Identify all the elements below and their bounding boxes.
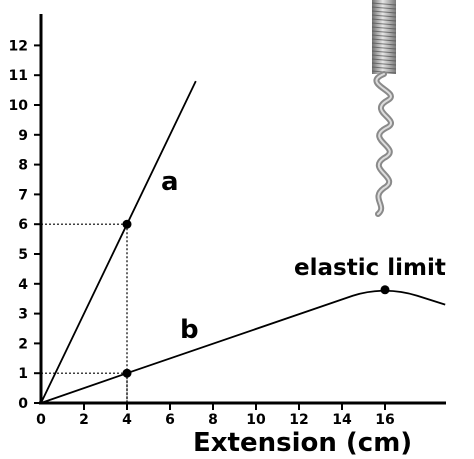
y-tick-label: 12 bbox=[9, 38, 28, 54]
y-tick-label: 9 bbox=[18, 128, 28, 144]
series-line-b bbox=[40, 289, 446, 404]
y-tick-label: 5 bbox=[18, 247, 28, 263]
annotation-elastic-limit: elastic limit bbox=[294, 255, 446, 281]
data-point-a bbox=[122, 219, 132, 229]
y-tick-label: 10 bbox=[9, 98, 29, 114]
y-tick-label: 11 bbox=[9, 68, 28, 84]
data-point-b bbox=[122, 368, 132, 378]
x-tick-label: 2 bbox=[79, 412, 89, 428]
axes bbox=[39, 14, 446, 405]
y-tick-label: 4 bbox=[18, 277, 28, 293]
y-tick-label: 1 bbox=[18, 366, 28, 382]
series-label-a: a bbox=[161, 167, 179, 197]
y-tick-label: 3 bbox=[18, 307, 28, 323]
x-tick-label: 14 bbox=[332, 412, 352, 428]
y-tick-label: 2 bbox=[18, 336, 28, 352]
series-line-a bbox=[40, 80, 197, 404]
y-tick-label: 6 bbox=[18, 217, 28, 233]
x-tick-label: 10 bbox=[246, 412, 266, 428]
x-tick-label: 6 bbox=[165, 412, 175, 428]
spring-icon bbox=[371, 0, 397, 217]
x-tick-label: 8 bbox=[208, 412, 218, 428]
x-tick-label: 12 bbox=[289, 412, 308, 428]
y-tick-label: 0 bbox=[18, 396, 28, 412]
data-points bbox=[122, 219, 390, 378]
x-tick-label: 16 bbox=[375, 412, 394, 428]
x-tick-label: 0 bbox=[36, 412, 46, 428]
x-tick-label: 4 bbox=[122, 412, 132, 428]
x-ticks: 0 2 4 6 8 10 12 14 16 bbox=[36, 403, 395, 428]
y-tick-label: 7 bbox=[18, 187, 28, 203]
y-tick-label: 8 bbox=[18, 158, 28, 174]
x-axis-label: Extension (cm) bbox=[193, 428, 412, 458]
series-label-b: b bbox=[180, 315, 199, 345]
data-point-b bbox=[380, 285, 390, 295]
